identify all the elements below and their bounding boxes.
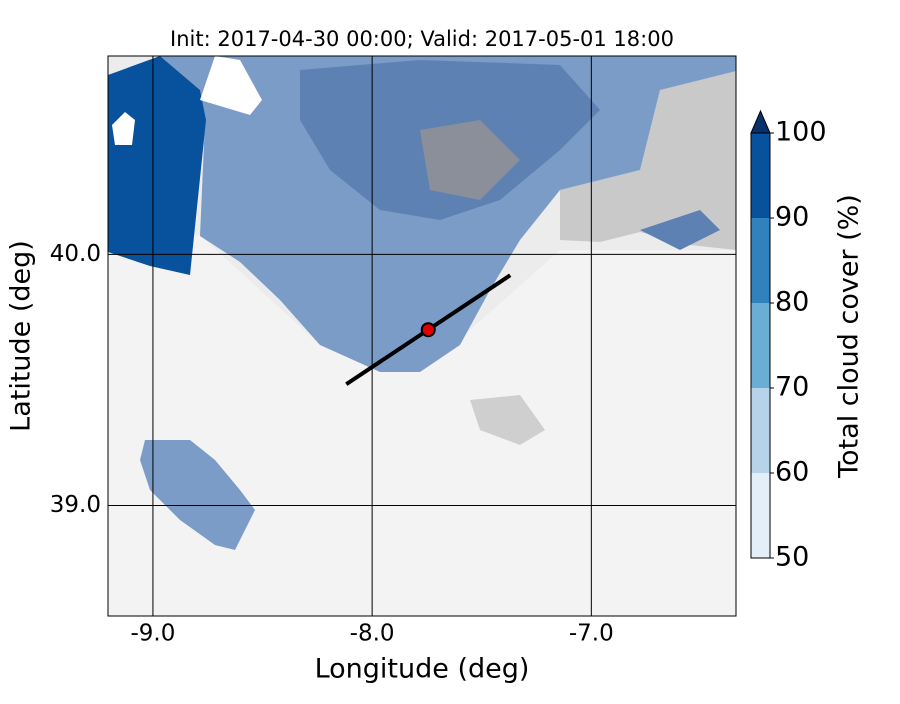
colorbar-tick-label: 70 (775, 372, 809, 403)
y-axis-label: Latitude (deg) (6, 240, 37, 432)
colorbar-segment (751, 473, 770, 558)
colorbar-label: Total cloud cover (%) (834, 194, 865, 479)
location-point (420, 322, 436, 338)
colorbar-extend (750, 109, 771, 134)
terrain-relief (560, 56, 736, 250)
colorbar-tick-label: 100 (775, 117, 827, 148)
colorbar-segment (751, 303, 770, 388)
colorbar-tick-label: 60 (775, 457, 809, 488)
colorbar-tick-label: 80 (775, 287, 809, 318)
map-layers (108, 56, 736, 616)
x-axis-label: Longitude (deg) (315, 654, 530, 685)
colorbar-tick-label: 50 (775, 542, 809, 573)
y-tick-label: 40.0 (50, 241, 101, 267)
plot-frame (107, 55, 737, 617)
x-tick-label: -8.0 (350, 621, 395, 647)
x-tick-label: -7.0 (569, 621, 614, 647)
x-tick-label: -9.0 (130, 621, 175, 647)
terrain-relief (470, 395, 545, 445)
lowland (108, 235, 736, 616)
colorbar-segment (751, 218, 770, 303)
colorbar-segment (751, 133, 770, 218)
colorbar-frame (750, 132, 771, 559)
cloud-area (108, 56, 206, 275)
y-tick-label: 39.0 (50, 492, 101, 518)
cloud-area (420, 120, 520, 200)
cloud-gap (200, 56, 262, 115)
cloud-area (640, 210, 720, 250)
cloud-gap (112, 112, 135, 145)
title: Init: 2017-04-30 00:00; Valid: 2017-05-0… (170, 27, 674, 51)
colorbar-tick-label: 90 (775, 202, 809, 233)
cloud-area (140, 440, 255, 550)
colorbar-segment (751, 388, 770, 473)
